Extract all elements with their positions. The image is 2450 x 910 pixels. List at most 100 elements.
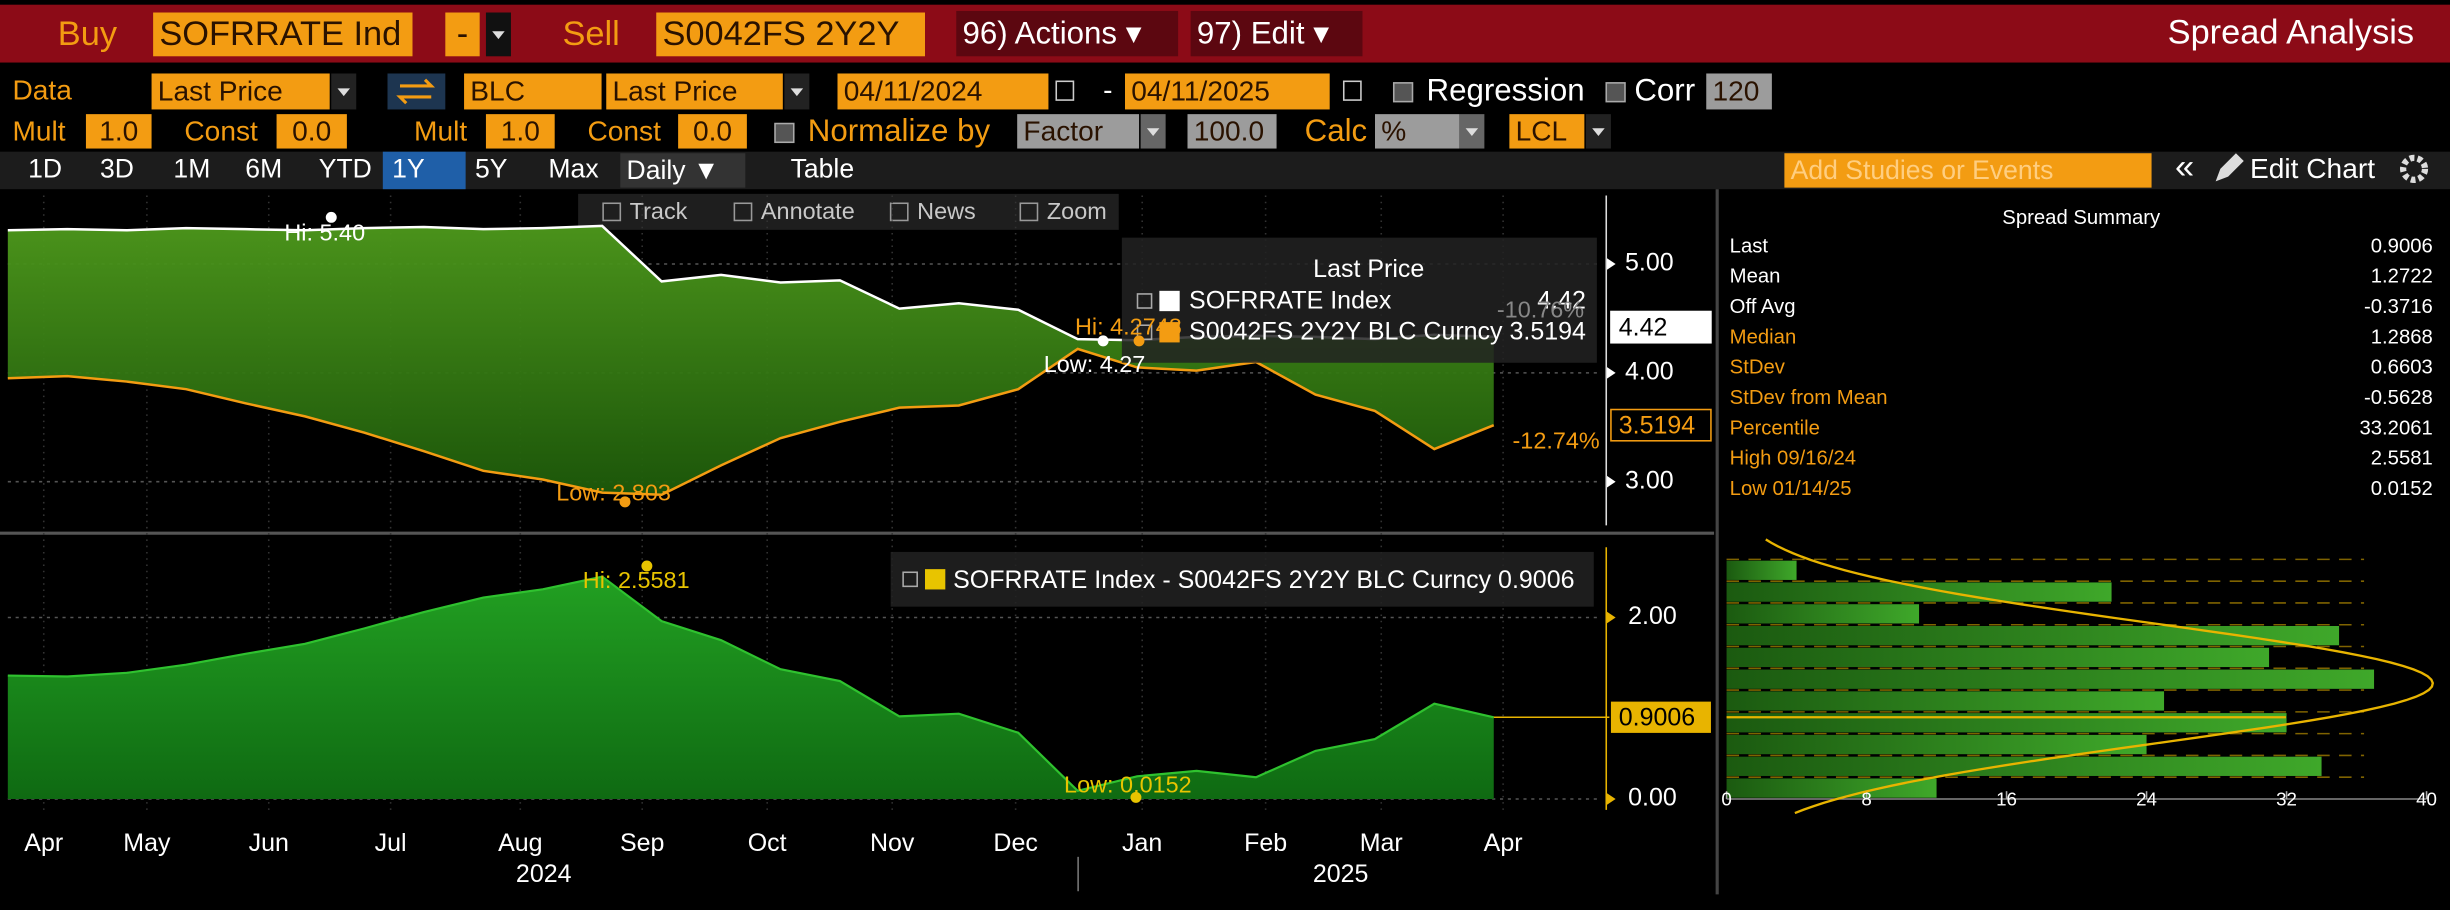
adjust-label: Mult — [13, 115, 66, 146]
x-tick-label: Jun — [249, 829, 289, 857]
annotation: Low: 0.0152 — [1064, 772, 1192, 798]
operator-box[interactable] — [445, 12, 480, 57]
range-button[interactable]: 1Y — [392, 153, 425, 183]
calendar-icon[interactable] — [1342, 80, 1362, 101]
change-label: -10.76% — [1497, 296, 1584, 322]
buy-ticker-box[interactable] — [153, 12, 413, 57]
studies-input: Add Studies or Events — [1791, 155, 2054, 185]
x-tick-label: Jan — [1122, 829, 1162, 857]
sell-field-box[interactable] — [606, 73, 783, 110]
calendar-icon[interactable] — [1055, 80, 1075, 101]
sell-ticker: S0042FS 2Y2Y — [663, 15, 900, 53]
adjust-field-box[interactable] — [678, 114, 747, 149]
range-button[interactable]: 1D — [28, 153, 62, 183]
start-date-box[interactable] — [837, 73, 1049, 110]
histogram-bar — [1726, 756, 2322, 776]
histogram-bar — [1726, 778, 1937, 798]
annotation: Low: 2.803 — [556, 479, 671, 505]
factor-field-box[interactable] — [1187, 114, 1277, 149]
calc-field-box[interactable] — [1375, 114, 1460, 149]
legend-expander[interactable] — [1136, 293, 1153, 309]
tool-icon[interactable] — [1019, 202, 1039, 222]
chart-tool[interactable]: Track — [630, 198, 688, 224]
range-button[interactable]: Max — [548, 153, 598, 183]
legend — [1121, 237, 1597, 363]
sell-ticker-box[interactable] — [656, 12, 925, 57]
summary-label: High 09/16/24 — [1730, 448, 1856, 470]
tool-icon[interactable] — [733, 202, 753, 222]
x-tick-label: Apr — [1484, 829, 1523, 857]
dropdown-arrow — [337, 88, 350, 97]
settings-gear[interactable] — [2400, 154, 2429, 183]
x-tick-label: Mar — [1360, 829, 1403, 857]
spread-fill — [7, 225, 1494, 495]
annotation-dot — [1097, 335, 1109, 347]
summary-label: Off Avg — [1730, 296, 1796, 318]
currency-field: LCL — [1516, 115, 1568, 146]
legend-swatch — [1159, 322, 1180, 343]
x-tick-label: Aug — [498, 829, 542, 857]
chart-tool[interactable]: News — [917, 198, 976, 224]
range-button[interactable]: 6M — [245, 153, 282, 183]
normalize-label: Normalize by — [808, 113, 991, 148]
legend-expander[interactable] — [902, 571, 918, 588]
price-line — [7, 347, 1495, 497]
normalize-field-box[interactable] — [1017, 114, 1140, 149]
range-button[interactable]: 3D — [100, 153, 134, 183]
checkbox[interactable] — [1605, 82, 1626, 103]
legend-expander[interactable] — [1136, 324, 1153, 341]
chart-tool[interactable]: Zoom — [1047, 198, 1107, 224]
adjust-field: 0.0 — [693, 115, 732, 146]
end-date-box[interactable] — [1125, 73, 1330, 110]
summary-value: -0.3716 — [2364, 296, 2433, 318]
x-tick-label: Dec — [993, 829, 1037, 857]
adjust-field-box[interactable] — [276, 114, 347, 149]
currency-field-box[interactable] — [1509, 114, 1585, 149]
date-separator: - — [1103, 75, 1112, 106]
summary-value: 2.5581 — [2371, 448, 2433, 470]
edit-chart-button[interactable]: Edit Chart — [2250, 153, 2375, 184]
frequency-button-box[interactable] — [620, 153, 746, 188]
histogram-bar — [1726, 582, 2112, 602]
range-button[interactable]: 1M — [173, 153, 210, 183]
end-date: 04/11/2025 — [1131, 75, 1270, 106]
studies-input-box[interactable] — [1784, 153, 2152, 188]
checkbox[interactable] — [1392, 82, 1414, 103]
tool-icon[interactable] — [889, 202, 909, 222]
dropdown-arrow — [1465, 128, 1479, 137]
y-tick — [1606, 257, 1616, 271]
change-label: -12.74% — [1513, 428, 1600, 454]
swap-button[interactable] — [387, 73, 446, 110]
table-button[interactable]: Table — [791, 153, 854, 183]
legend-value: 3.5194 — [1509, 318, 1586, 346]
histogram-bar — [1726, 734, 2147, 755]
frequency-button: Daily ▼ — [627, 155, 720, 185]
y-tick-label: 3.00 — [1625, 466, 1674, 494]
summary-label: Median — [1730, 326, 1797, 348]
annotation-dot — [325, 211, 337, 223]
collapse-button[interactable]: « — [2175, 148, 2194, 186]
summary-label: Last — [1730, 235, 1769, 257]
legend-name: SOFRRATE Index - S0042FS 2Y2Y BLC Curncy… — [953, 566, 1574, 594]
tool-icon[interactable] — [602, 202, 622, 222]
actions-menu: 96) Actions ▾ — [963, 15, 1142, 50]
last-spread-label: 0.9006 — [1619, 703, 1695, 731]
y-tick — [1606, 475, 1616, 488]
edit-menu-box[interactable] — [1190, 10, 1363, 57]
annotation: Hi: 4.2748 — [1075, 314, 1182, 340]
adjust-field-box[interactable] — [485, 114, 555, 149]
corr-window-box[interactable] — [1706, 73, 1772, 110]
last-spread-tag — [1610, 701, 1711, 733]
chart-tool[interactable]: Annotate — [761, 198, 855, 224]
actions-menu-box[interactable] — [956, 10, 1179, 57]
range-button[interactable]: 5Y — [475, 153, 508, 183]
buy-field-box[interactable] — [151, 73, 330, 110]
range-button[interactable]: YTD — [319, 153, 372, 183]
adjust-field-box[interactable] — [85, 114, 152, 149]
edit-menu: 97) Edit ▾ — [1197, 15, 1329, 50]
checkbox[interactable] — [774, 122, 795, 144]
y-tick — [1606, 792, 1616, 806]
range-selected[interactable] — [382, 151, 466, 190]
source-box[interactable] — [464, 73, 602, 110]
hist-tick-label: 32 — [2276, 788, 2297, 809]
